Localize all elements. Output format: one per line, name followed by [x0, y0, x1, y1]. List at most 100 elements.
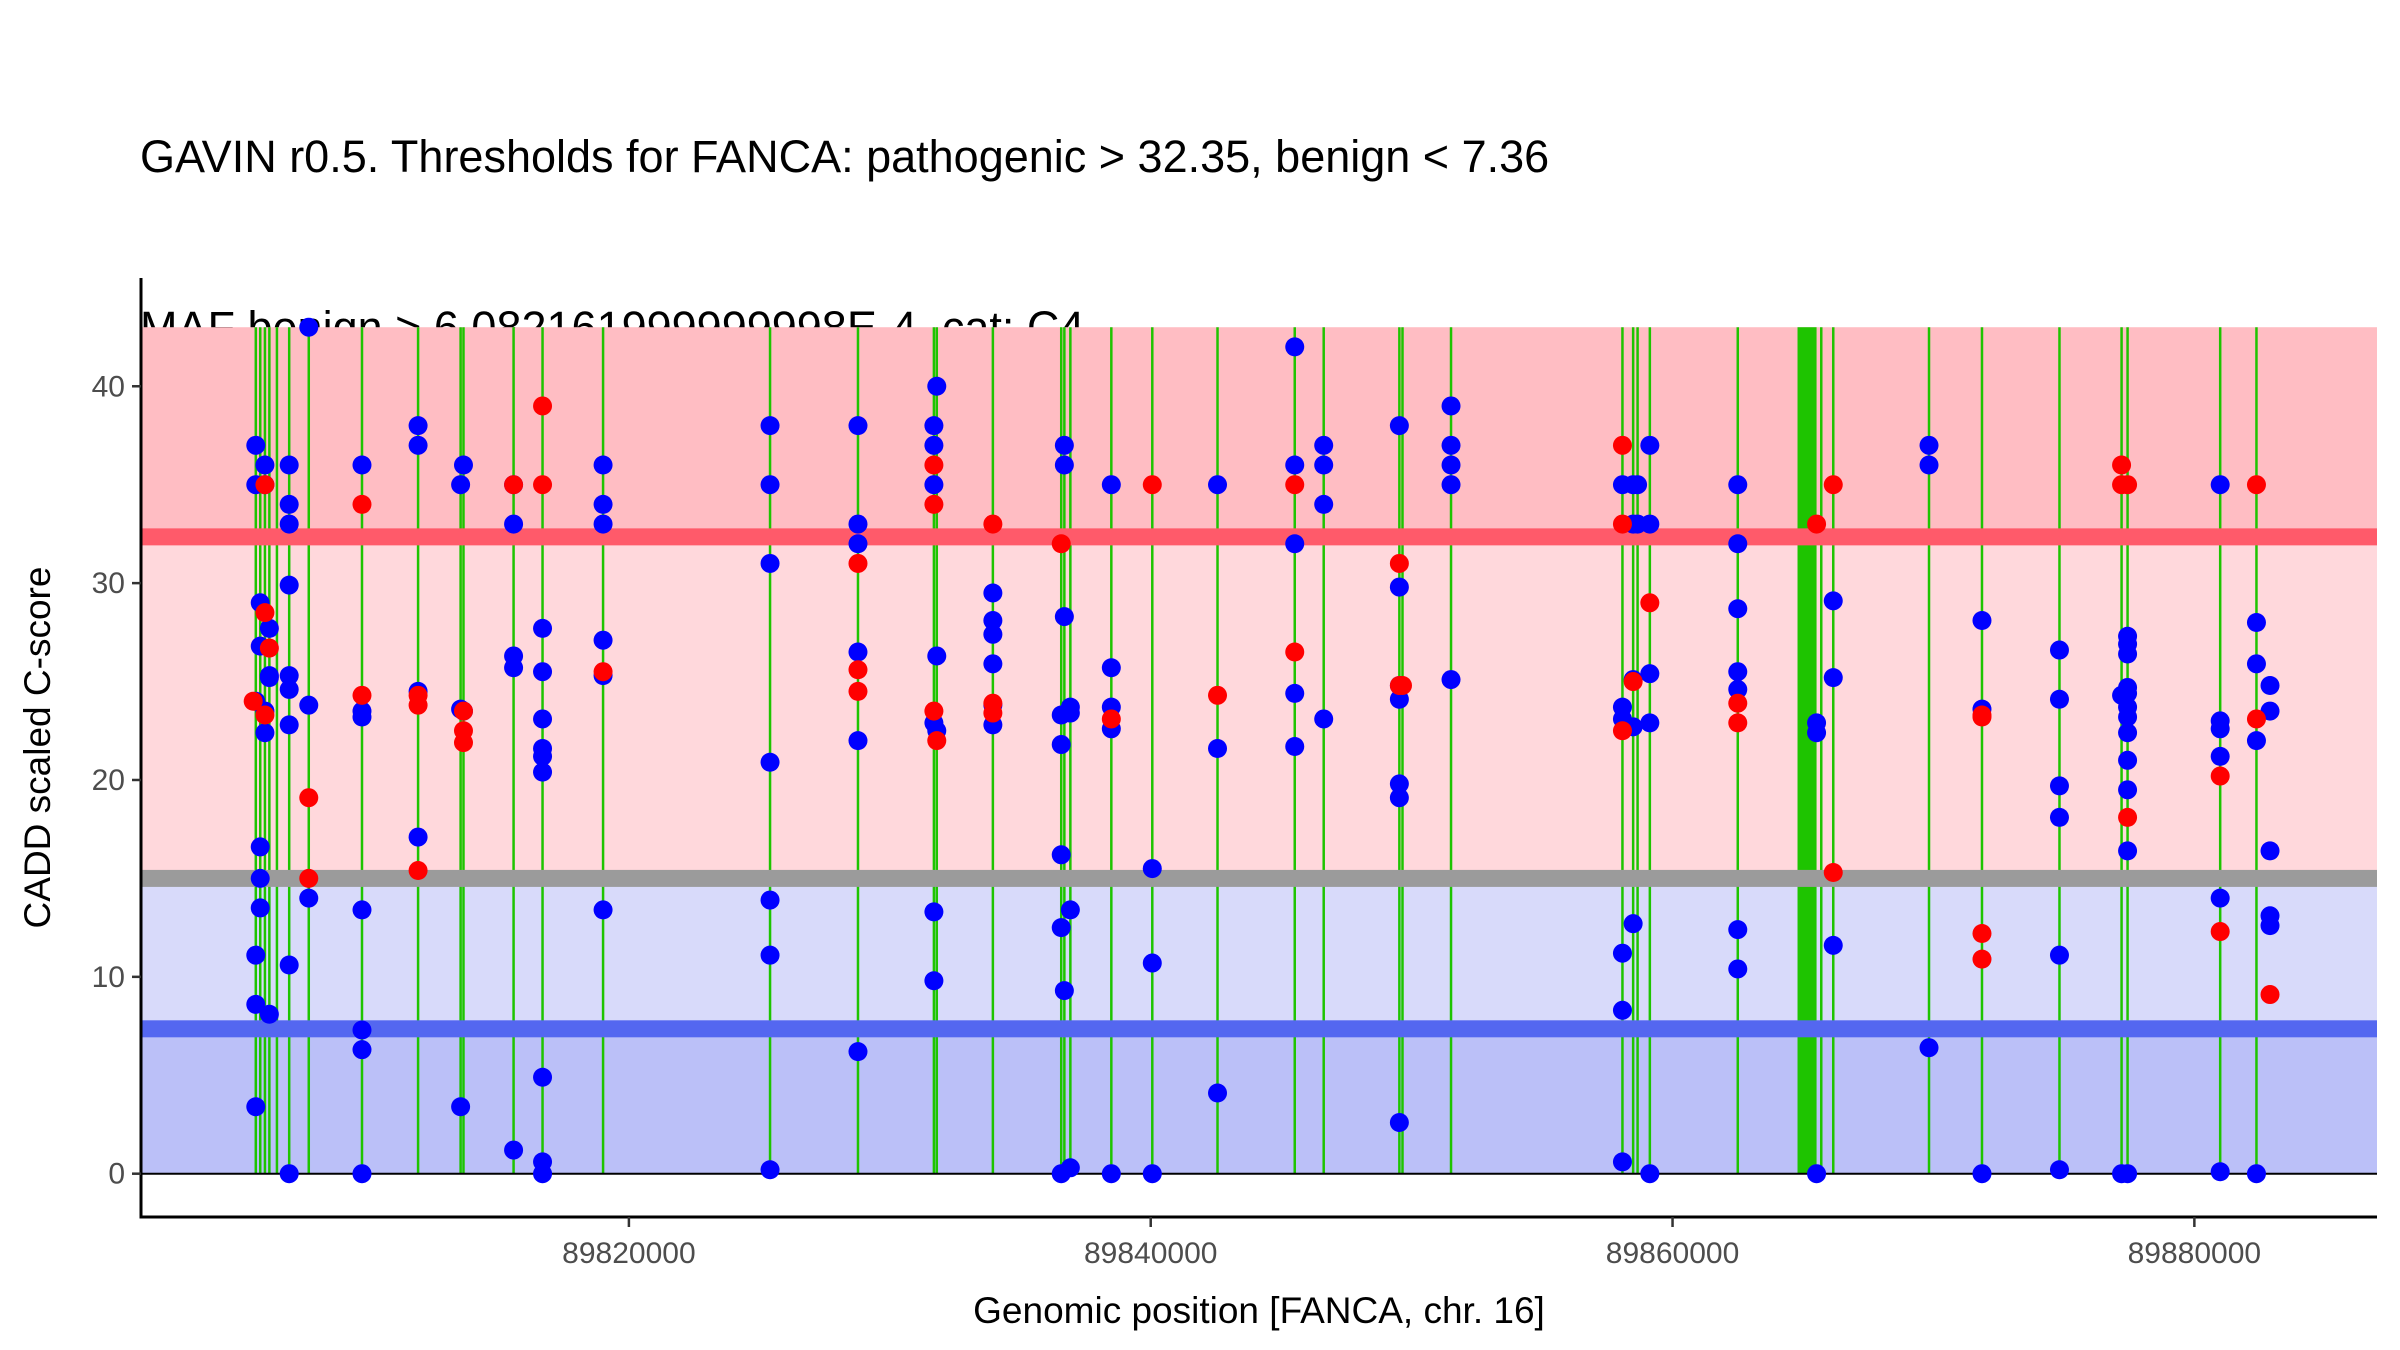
gnomad-point: [760, 475, 780, 495]
clinvar-point: [408, 695, 428, 715]
gnomad-point: [1919, 1038, 1939, 1058]
gnomad-point: [2118, 683, 2138, 703]
gnomad-point: [299, 317, 319, 337]
clinvar-point: [1972, 707, 1992, 727]
gnomad-point: [760, 416, 780, 436]
clinvar-point: [453, 701, 473, 721]
gnomad-point: [2246, 731, 2266, 751]
gnomad-point: [1285, 737, 1305, 757]
gnomad-point: [760, 752, 780, 772]
gnomad-point: [504, 658, 524, 678]
gnomad-point: [2246, 654, 2266, 674]
gnomad-point: [352, 1040, 372, 1060]
clinvar-point: [2210, 766, 2230, 786]
clinvar-point: [352, 494, 372, 514]
gnomad-point: [848, 534, 868, 554]
gnomad-point: [1919, 455, 1939, 475]
clinvar-point: [255, 603, 275, 623]
clinvar-point: [533, 396, 553, 416]
clinvar-point: [1142, 475, 1162, 495]
gnomad-point: [451, 1097, 471, 1117]
x-axis-title: Genomic position [FANCA, chr. 16]: [973, 1290, 1545, 1331]
gnomad-point: [1823, 591, 1843, 611]
clinvar-point: [848, 553, 868, 573]
axes: [139, 278, 2377, 1219]
gnomad-point: [279, 494, 299, 514]
gnomad-point: [1208, 1083, 1228, 1103]
clinvar-point: [533, 475, 553, 495]
gnomad-point: [1285, 455, 1305, 475]
gnomad-point: [1208, 475, 1228, 495]
gnomad-point: [1314, 709, 1334, 729]
clinvar-point: [1640, 593, 1660, 613]
gnomad-point: [1640, 1164, 1660, 1184]
data-points: [243, 317, 2280, 1184]
gnomad-point: [279, 666, 299, 686]
gnomad-point: [1728, 599, 1748, 619]
gnomad-point: [1640, 435, 1660, 455]
gnomad-point: [2049, 807, 2069, 827]
benign-zone: [141, 1028, 2377, 1174]
gnomad-point: [983, 624, 1003, 644]
gnomad-point: [2246, 1164, 2266, 1184]
gnomad-point: [259, 668, 279, 688]
gnomad-point: [1142, 953, 1162, 973]
gnomad-point: [1054, 455, 1074, 475]
gnomad-point: [1285, 683, 1305, 703]
gnomad-point: [279, 514, 299, 534]
likely-pathogenic-zone: [141, 536, 2377, 879]
gnomad-point: [2210, 746, 2230, 766]
gnomad-point: [2118, 1164, 2138, 1184]
gnomad-point: [848, 731, 868, 751]
clinvar-point: [2246, 475, 2266, 495]
gnomad-point: [1640, 713, 1660, 733]
gnomad-point: [1389, 577, 1409, 597]
gnomad-point: [1972, 1164, 1992, 1184]
clinvar-point: [1823, 863, 1843, 883]
gnomad-point: [1314, 494, 1334, 514]
likely-benign-zone: [141, 878, 2377, 1029]
y-axis-title: CADD scaled C-score: [17, 567, 58, 929]
clinvar-point: [1612, 721, 1632, 741]
gnomad-point: [533, 746, 553, 766]
gnomad-point: [760, 945, 780, 965]
gnomad-point: [1441, 396, 1461, 416]
gnomad-point: [408, 435, 428, 455]
clinvar-point: [243, 691, 263, 711]
gnomad-point: [299, 695, 319, 715]
gnomad-point: [1612, 1000, 1632, 1020]
x-tick-label: 89840000: [1084, 1237, 1217, 1270]
clinvar-point: [1612, 514, 1632, 534]
x-tick-label: 89880000: [2128, 1237, 2261, 1270]
clinvar-point: [848, 660, 868, 680]
gnomad-point: [1060, 900, 1080, 920]
gnomad-point: [1728, 475, 1748, 495]
gnomad-point: [1640, 514, 1660, 534]
clinvar-point: [1623, 672, 1643, 692]
gnomad-point: [250, 898, 270, 918]
gnomad-point: [1101, 475, 1121, 495]
clinvar-point: [1285, 475, 1305, 495]
gnomad-point: [2049, 689, 2069, 709]
gnomad-point: [593, 514, 613, 534]
clinvar-point: [1972, 949, 1992, 969]
gnomad-point: [2049, 776, 2069, 796]
gnomad-point: [1051, 735, 1071, 755]
clinvar-point: [2210, 922, 2230, 942]
clinvar-point: [504, 475, 524, 495]
clinvar-point: [259, 638, 279, 658]
gnomad-point: [1640, 664, 1660, 684]
gnomad-point: [1807, 1164, 1827, 1184]
gnomad-point: [408, 416, 428, 436]
y-tick-label: 20: [92, 764, 125, 797]
gnomad-point: [2210, 1162, 2230, 1182]
gnomad-point: [760, 553, 780, 573]
gnomad-point: [927, 646, 947, 666]
gnomad-point: [259, 618, 279, 638]
gnomad-point: [255, 723, 275, 743]
gnomad-point: [352, 1164, 372, 1184]
clinvar-point: [848, 681, 868, 701]
clinvar-point: [924, 494, 944, 514]
gnomad-point: [924, 971, 944, 991]
